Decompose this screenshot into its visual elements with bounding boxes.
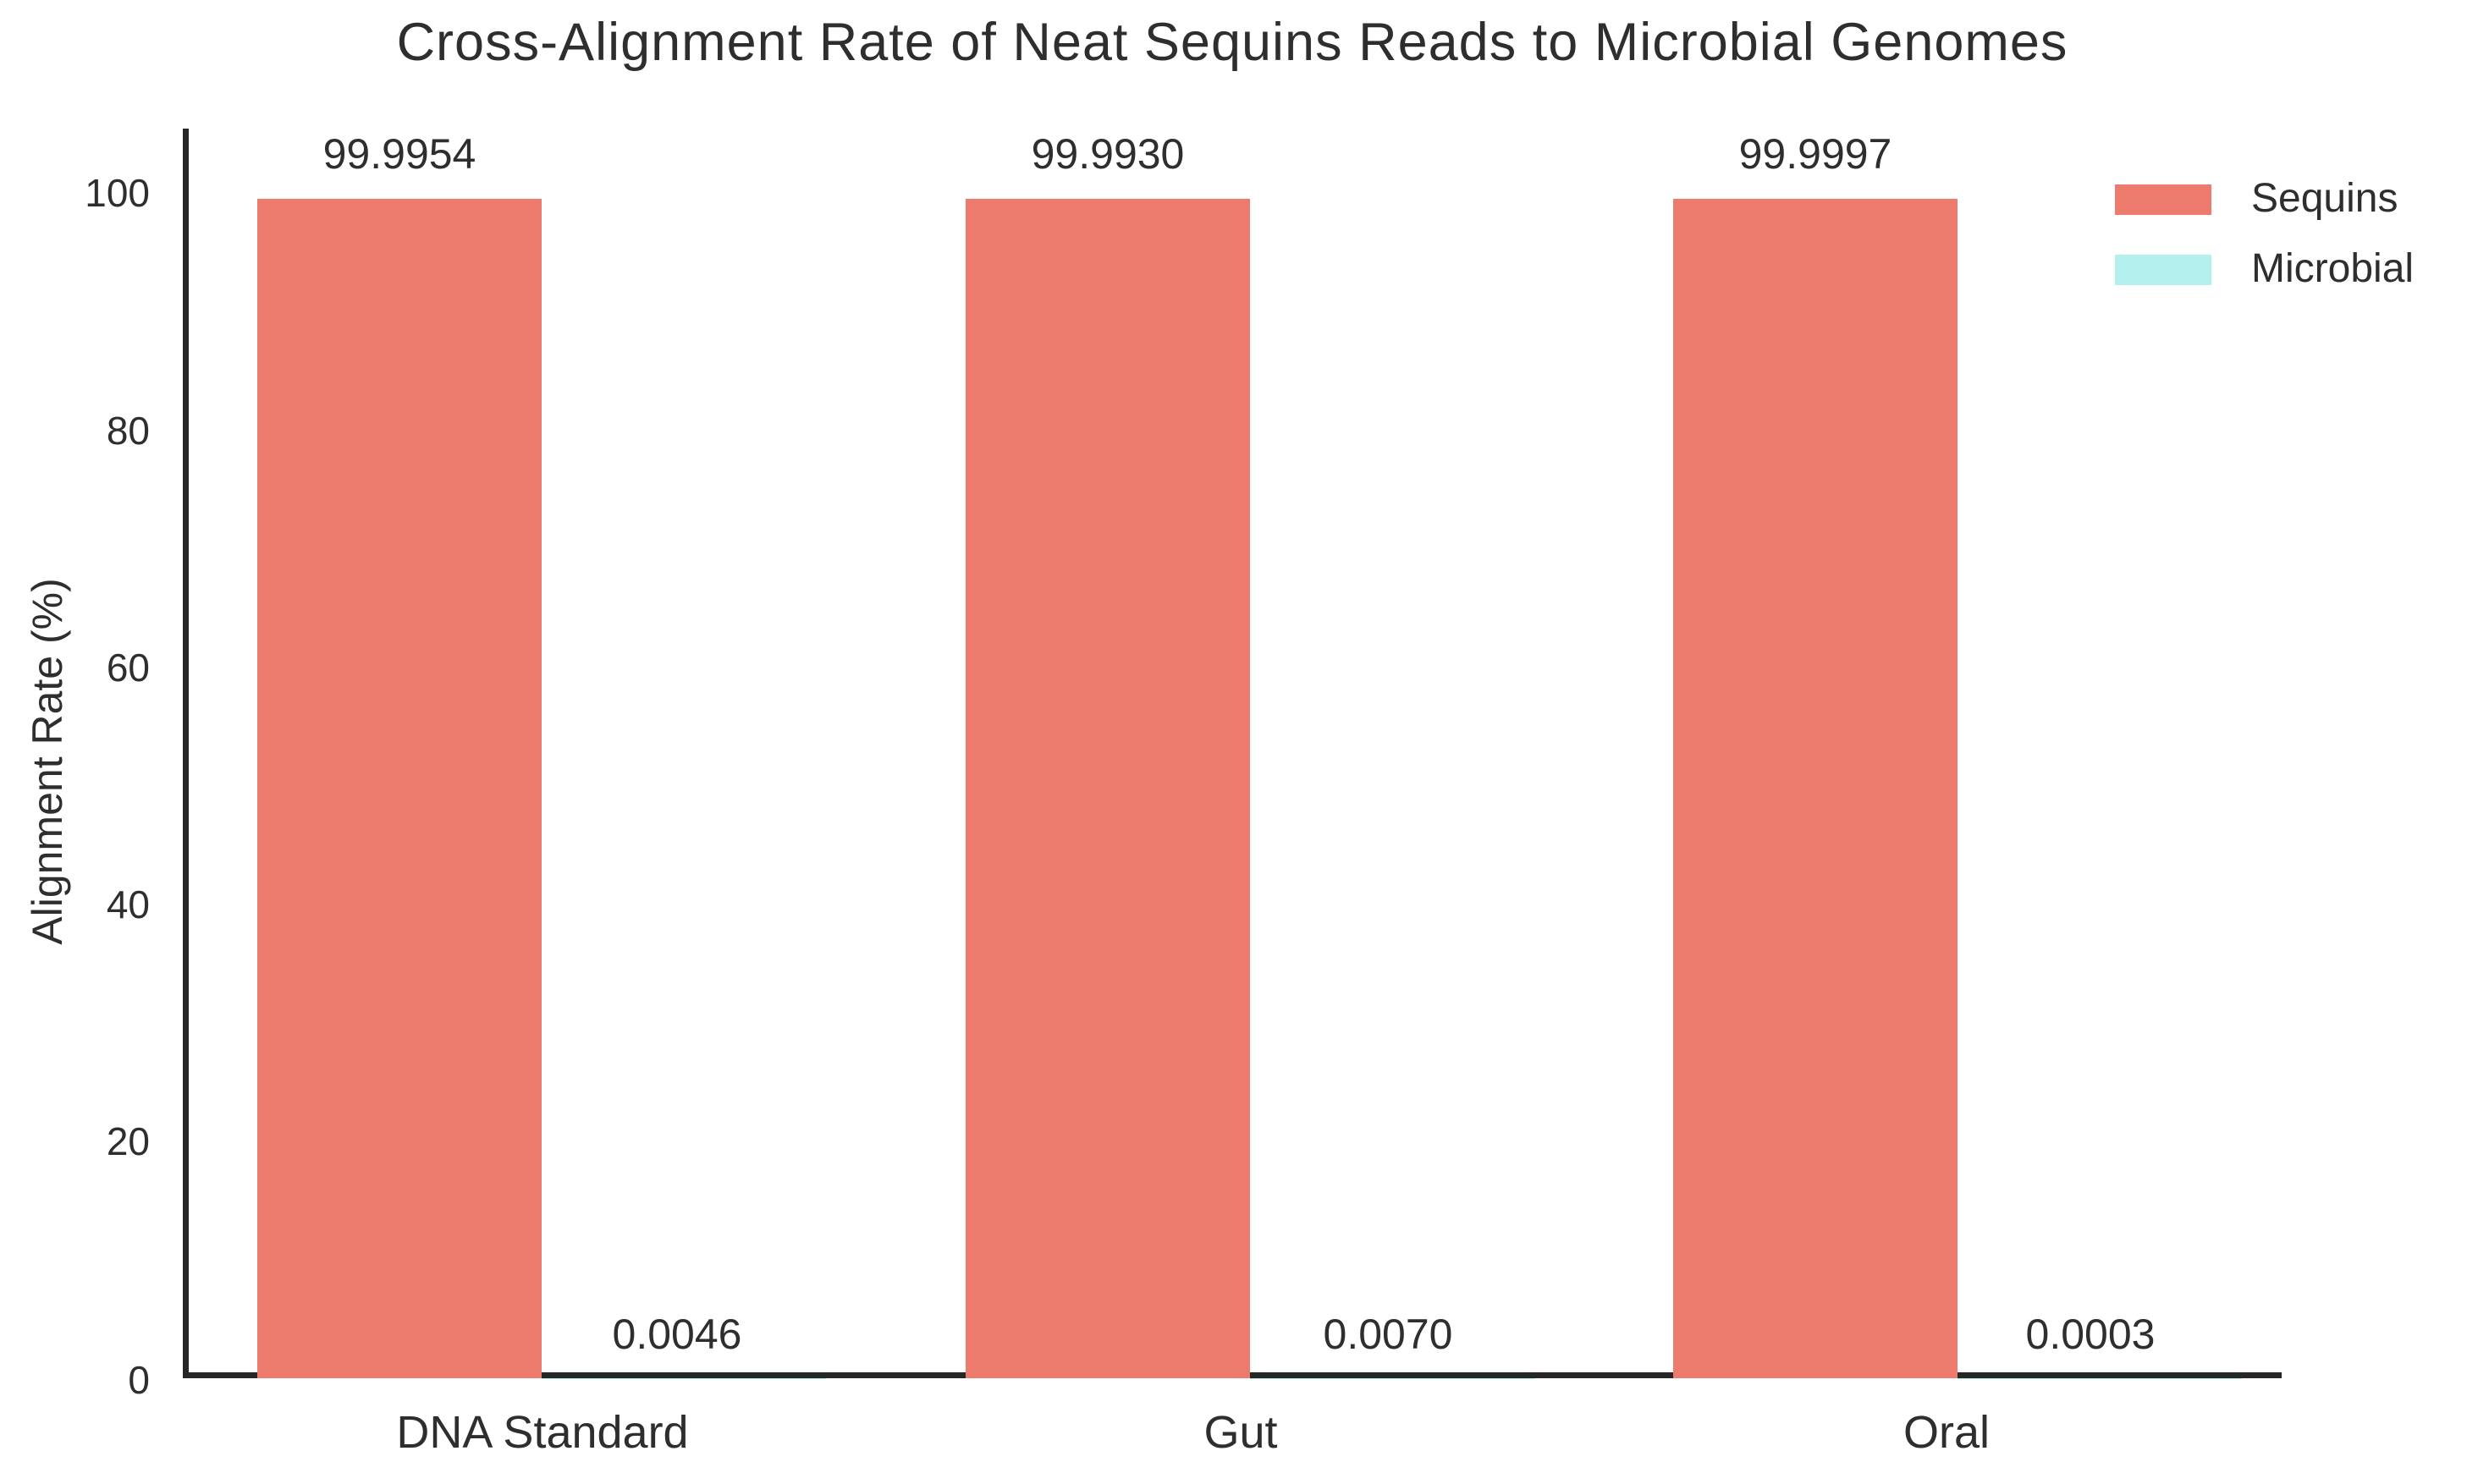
- bar-sequins-dna-standard[interactable]: [257, 199, 542, 1378]
- y-tick-60: 60: [106, 646, 150, 690]
- legend-label-sequins: Sequins: [2251, 176, 2398, 221]
- x-category-oral: Oral: [1903, 1407, 1990, 1458]
- x-category-gut: Gut: [1203, 1407, 1278, 1458]
- bar-microbial-oral[interactable]: [1958, 1377, 2242, 1378]
- y-tick-40: 40: [106, 882, 150, 926]
- bar-sequins-gut[interactable]: [966, 199, 1250, 1378]
- value-label-sequins-gut: 99.9930: [1031, 130, 1185, 178]
- legend-label-microbial: Microbial: [2251, 246, 2415, 291]
- value-label-sequins-dna-standard: 99.9954: [322, 130, 476, 178]
- value-label-microbial-oral: 0.0003: [2025, 1311, 2156, 1358]
- bar-microbial-gut[interactable]: [1250, 1377, 1534, 1378]
- legend-swatch-sequins: [2115, 184, 2211, 215]
- bar-microbial-dna-standard[interactable]: [542, 1377, 826, 1378]
- y-tick-0: 0: [128, 1358, 150, 1402]
- value-label-sequins-oral: 99.9997: [1738, 130, 1892, 178]
- y-axis-line: [183, 129, 189, 1378]
- value-label-microbial-gut: 0.0070: [1323, 1311, 1453, 1358]
- y-tick-20: 20: [106, 1119, 150, 1163]
- y-tick-100: 100: [85, 171, 150, 215]
- chart-title: Cross-Alignment Rate of Neat Sequins Rea…: [396, 13, 2068, 72]
- y-tick-80: 80: [106, 409, 150, 453]
- bar-sequins-oral[interactable]: [1673, 199, 1958, 1378]
- x-category-dna-standard: DNA Standard: [396, 1407, 689, 1458]
- value-label-microbial-dna-standard: 0.0046: [612, 1311, 742, 1358]
- legend-swatch-microbial: [2115, 255, 2211, 285]
- y-axis-title: Alignment Rate (%): [24, 578, 71, 945]
